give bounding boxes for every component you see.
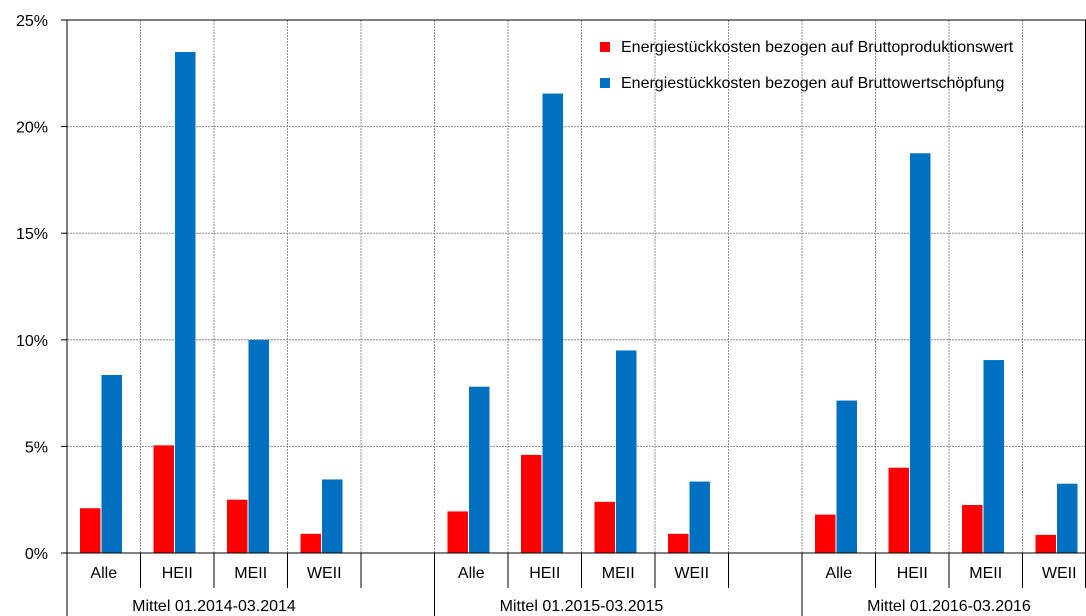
y-tick-label: 15% [16,226,48,243]
x-tick-label: MEII [602,565,635,582]
bar [300,533,321,553]
x-tick-label: Alle [458,565,485,582]
x-tick-label: HEII [897,565,928,582]
bar [521,454,542,553]
x-tick-label: WEII [307,565,342,582]
x-tick-label: HEII [529,565,560,582]
bar [983,360,1004,553]
bar [153,445,174,553]
bar [962,505,983,553]
bar [836,400,857,553]
bar [542,93,563,553]
x-tick-label: WEII [1042,565,1077,582]
y-tick-label: 10% [16,333,48,350]
x-tick-label: HEII [162,565,193,582]
bar [447,511,468,553]
bar [668,533,689,553]
x-tick-label: MEII [234,565,267,582]
axes: 0% 5% 10% 15% 20% 25% Alle HEII MEII WEII Alle HEII… [16,13,1086,616]
bar [80,508,101,553]
legend-swatch [600,42,610,52]
bar [910,153,931,553]
group-label: Mittel 01.2015-03.2015 [500,598,664,615]
bar [1057,483,1078,553]
y-tick-label: 25% [16,13,48,30]
bar [1035,534,1056,553]
bar [616,350,637,553]
y-tick-label: 0% [25,546,48,563]
group-label: Mittel 01.2014-03.2014 [132,598,296,615]
y-tick-label: 20% [16,120,48,137]
bar [815,514,836,553]
bar [888,467,909,553]
bar [248,339,269,553]
bar [175,51,196,553]
x-tick-label: Alle [825,565,852,582]
legend-swatch [600,78,610,88]
x-tick-label: MEII [969,565,1002,582]
bar [594,501,615,553]
bar [322,479,343,553]
y-tick-label: 5% [25,439,48,456]
bars [80,51,1078,553]
legend: Energiestückkosten bezogen auf Bruttopro… [600,39,1014,92]
legend-label: Energiestückkosten bezogen auf Bruttopro… [621,39,1014,56]
bar [227,499,248,553]
x-tick-label: WEII [674,565,709,582]
x-tick-label: Alle [90,565,117,582]
bar [101,374,122,553]
gridlines [67,19,1086,553]
group-label: Mittel 01.2016-03.2016 [867,598,1031,615]
bar [689,481,710,553]
bar [469,386,490,553]
legend-label: Energiestückkosten bezogen auf Bruttower… [621,75,1004,92]
